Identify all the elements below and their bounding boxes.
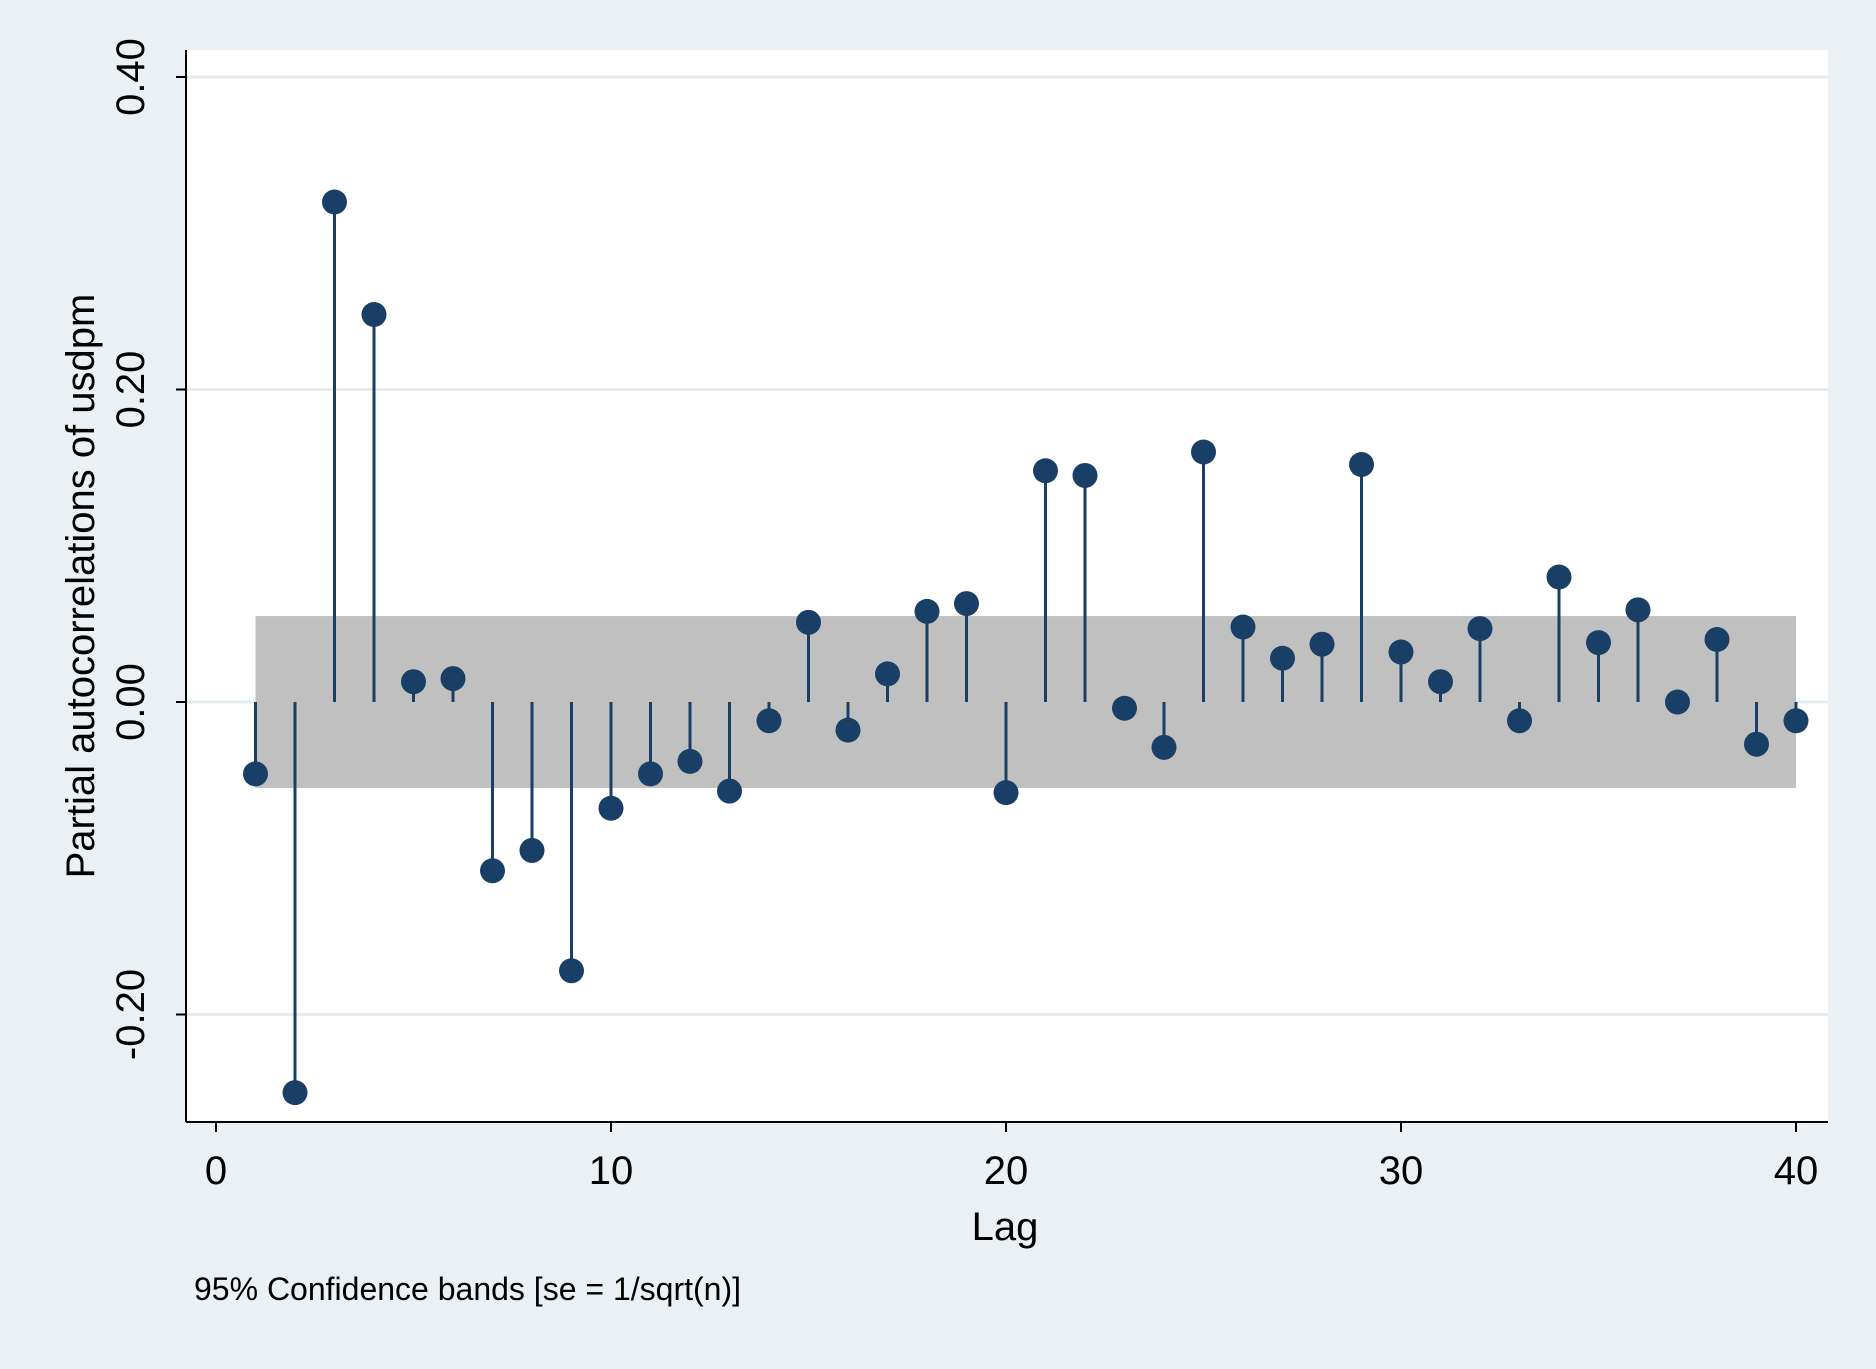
marker-lag-40 xyxy=(1783,708,1809,734)
y-tick-label-3: 0.40 xyxy=(109,38,153,116)
marker-lag-2 xyxy=(282,1080,308,1106)
markers xyxy=(243,189,1809,1106)
marker-lag-16 xyxy=(835,717,861,743)
marker-lag-24 xyxy=(1151,734,1177,760)
marker-lag-19 xyxy=(954,591,979,617)
x-axis-ticks: 0 10 20 30 40 xyxy=(205,1122,1818,1193)
marker-lag-25 xyxy=(1191,439,1216,465)
marker-lag-5 xyxy=(401,669,426,695)
marker-lag-17 xyxy=(875,661,900,687)
marker-lag-31 xyxy=(1428,669,1453,695)
x-tick-label-3: 30 xyxy=(1379,1149,1424,1193)
marker-lag-18 xyxy=(914,598,940,624)
marker-lag-21 xyxy=(1033,458,1058,484)
x-axis-title: Lag xyxy=(972,1205,1039,1249)
marker-lag-9 xyxy=(559,958,584,984)
marker-lag-3 xyxy=(322,189,347,215)
x-tick-label-4: 40 xyxy=(1774,1149,1819,1193)
marker-lag-30 xyxy=(1388,639,1414,665)
marker-lag-13 xyxy=(717,778,742,804)
marker-lag-34 xyxy=(1546,564,1572,590)
marker-lag-37 xyxy=(1665,689,1690,715)
marker-lag-35 xyxy=(1586,630,1611,656)
marker-lag-33 xyxy=(1507,708,1532,734)
marker-lag-4 xyxy=(361,302,387,327)
marker-lag-27 xyxy=(1270,645,1295,671)
plot-area xyxy=(186,50,1828,1122)
x-tick-label-1: 10 xyxy=(589,1149,634,1193)
x-tick-label-0: 0 xyxy=(205,1149,227,1193)
chart-note: 95% Confidence bands [se = 1/sqrt(n)] xyxy=(194,1271,741,1307)
marker-lag-38 xyxy=(1704,627,1730,652)
marker-lag-29 xyxy=(1349,452,1374,477)
marker-lag-26 xyxy=(1230,614,1256,640)
marker-lag-36 xyxy=(1625,597,1651,623)
marker-lag-20 xyxy=(993,780,1019,806)
marker-lag-1 xyxy=(243,761,268,787)
marker-lag-14 xyxy=(756,708,782,734)
marker-lag-6 xyxy=(440,666,466,692)
marker-lag-15 xyxy=(796,609,821,635)
y-tick-label-0: -0.20 xyxy=(109,969,153,1060)
x-tick-label-2: 20 xyxy=(984,1149,1029,1193)
marker-lag-39 xyxy=(1744,731,1769,757)
marker-lag-11 xyxy=(638,761,663,787)
marker-lag-10 xyxy=(598,795,624,821)
marker-lag-28 xyxy=(1309,631,1335,657)
marker-lag-12 xyxy=(677,748,703,774)
y-axis-title: Partial autocorrelations of usdpm xyxy=(59,294,103,879)
marker-lag-8 xyxy=(519,837,545,863)
marker-lag-32 xyxy=(1467,616,1493,642)
marker-lag-23 xyxy=(1112,695,1137,721)
confidence-band xyxy=(255,616,1796,788)
y-axis-ticks: -0.20 0.00 0.20 0.40 xyxy=(109,38,186,1060)
y-tick-label-1: 0.00 xyxy=(109,663,153,741)
y-tick-label-2: 0.20 xyxy=(109,351,153,429)
marker-lag-22 xyxy=(1072,462,1098,488)
marker-lag-7 xyxy=(480,858,505,884)
